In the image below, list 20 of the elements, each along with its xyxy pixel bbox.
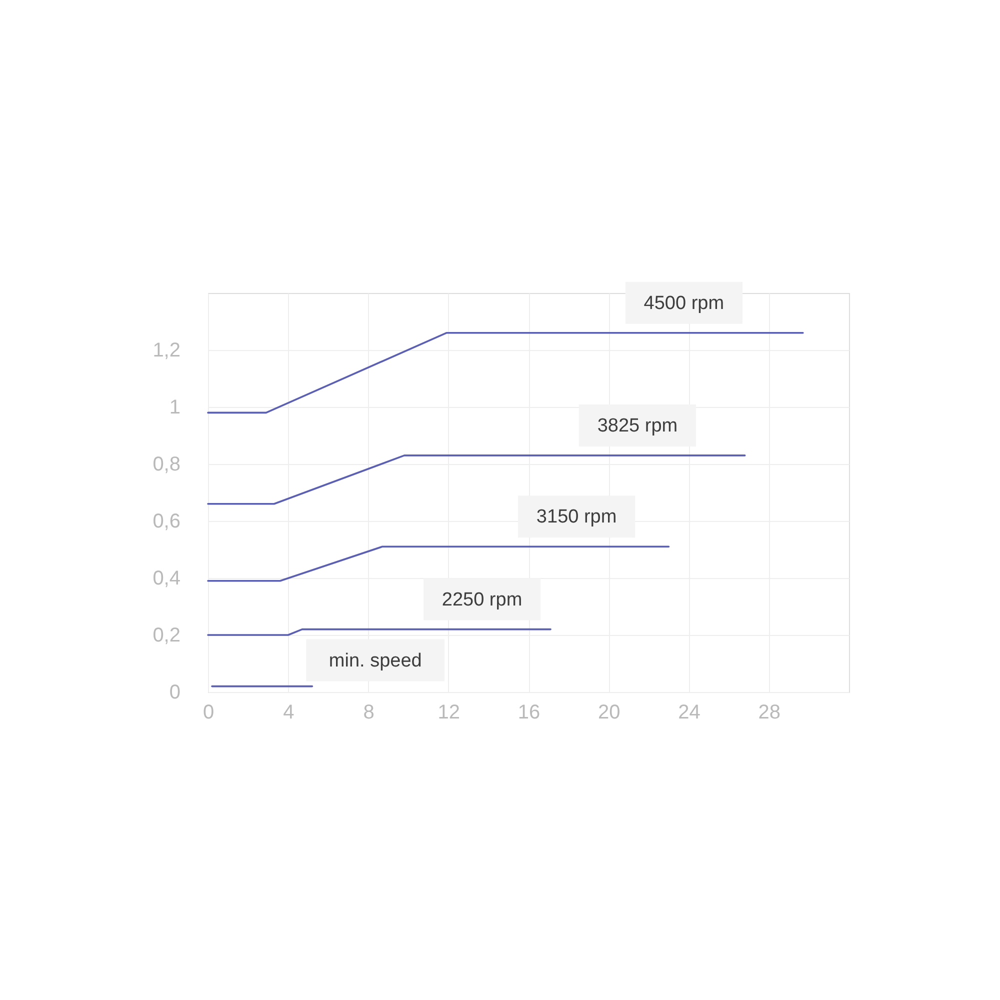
x-tick-label: 0 bbox=[202, 702, 214, 724]
y-tick-label: 0,2 bbox=[152, 624, 180, 646]
x-tick-label: 16 bbox=[518, 702, 540, 724]
y-tick-label: 0,6 bbox=[152, 510, 180, 532]
series-label: 3150 rpm bbox=[536, 506, 617, 528]
series-label: min. speed bbox=[328, 650, 422, 672]
y-tick-label: 1 bbox=[169, 396, 180, 418]
series-label: 2250 rpm bbox=[442, 589, 522, 610]
x-tick-label: 8 bbox=[363, 702, 374, 724]
y-tick-label: 0 bbox=[169, 682, 180, 704]
x-tick-label: 4 bbox=[283, 702, 294, 724]
x-tick-label: 24 bbox=[678, 702, 700, 724]
y-tick-label: 0,4 bbox=[152, 568, 180, 590]
y-tick-label: 0,8 bbox=[152, 454, 180, 476]
x-tick-label: 20 bbox=[598, 702, 620, 724]
x-tick-label: 12 bbox=[438, 702, 460, 724]
x-tick-label: 28 bbox=[758, 702, 780, 724]
series-label: 3825 rpm bbox=[597, 415, 678, 436]
y-tick-label: 1,2 bbox=[152, 340, 180, 362]
series-label: 4500 rpm bbox=[644, 292, 724, 314]
